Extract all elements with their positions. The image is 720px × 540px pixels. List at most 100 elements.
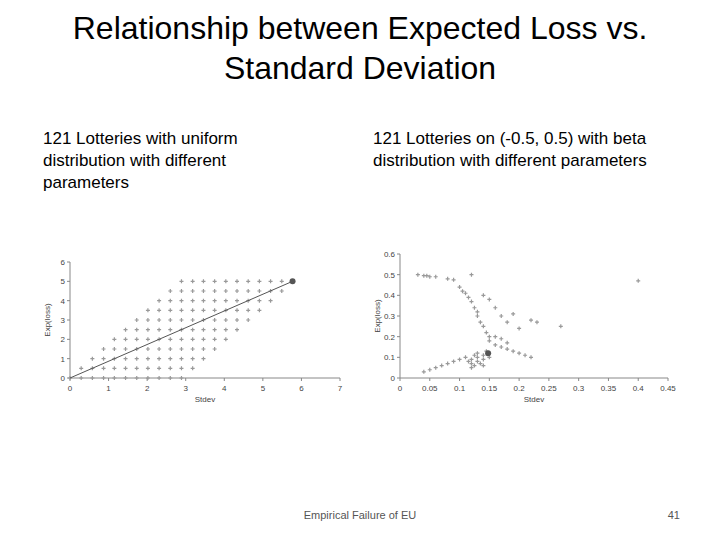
point xyxy=(179,357,183,361)
point xyxy=(529,355,533,359)
point xyxy=(464,355,468,359)
point xyxy=(235,328,239,332)
page-number: 41 xyxy=(640,509,680,521)
point xyxy=(466,359,470,363)
x-tick xyxy=(578,378,579,381)
y-tick-label: 3 xyxy=(61,316,66,325)
x-tick xyxy=(224,378,225,381)
point xyxy=(235,318,239,322)
point xyxy=(487,339,491,343)
x-tick-label: 3 xyxy=(183,384,188,393)
point xyxy=(484,331,488,335)
point xyxy=(179,337,183,341)
point xyxy=(179,279,183,283)
point xyxy=(191,337,195,341)
point xyxy=(201,328,205,332)
point xyxy=(257,279,261,283)
left-subtitle: 121 Lotteries with uniform distribution … xyxy=(43,128,305,194)
point xyxy=(179,299,183,303)
point xyxy=(280,289,284,293)
x-tick xyxy=(429,378,430,381)
point xyxy=(499,345,503,349)
point xyxy=(102,376,106,380)
y-tick xyxy=(67,262,70,263)
point xyxy=(124,357,128,361)
point xyxy=(213,308,217,312)
point xyxy=(493,343,497,347)
x-tick-label: 4 xyxy=(222,384,227,393)
point xyxy=(475,351,479,355)
point xyxy=(257,308,261,312)
y-tick xyxy=(397,254,400,255)
point xyxy=(428,275,432,279)
x-tick-label: 1 xyxy=(106,384,111,393)
x-tick-label: 0.05 xyxy=(422,384,438,393)
point xyxy=(191,366,195,370)
point xyxy=(487,297,491,301)
point xyxy=(124,347,128,351)
point xyxy=(213,337,217,341)
x-tick-label: 0.45 xyxy=(660,384,676,393)
point xyxy=(157,328,161,332)
point xyxy=(168,376,172,380)
point xyxy=(434,366,438,370)
point xyxy=(168,347,172,351)
point xyxy=(168,318,172,322)
x-tick-label: 5 xyxy=(261,384,266,393)
x-tick-label: 0.3 xyxy=(573,384,585,393)
point xyxy=(179,347,183,351)
point xyxy=(469,300,473,304)
chart-1: 00.050.10.150.20.250.30.350.40.4500.10.2… xyxy=(373,250,676,404)
x-tick xyxy=(185,378,186,381)
point xyxy=(416,273,420,277)
point xyxy=(434,275,438,279)
point xyxy=(224,279,228,283)
point xyxy=(146,308,150,312)
point xyxy=(481,353,485,357)
x-tick-label: 0.35 xyxy=(601,384,617,393)
point xyxy=(213,347,217,351)
point xyxy=(458,285,462,289)
line xyxy=(70,281,293,378)
point xyxy=(168,328,172,332)
point xyxy=(499,337,503,341)
point xyxy=(224,318,228,322)
point xyxy=(124,376,128,380)
point xyxy=(157,376,161,380)
point xyxy=(466,295,470,299)
point xyxy=(511,312,515,316)
x-axis xyxy=(70,378,340,379)
point xyxy=(485,350,491,356)
point xyxy=(112,347,116,351)
x-tick xyxy=(548,378,549,381)
point xyxy=(90,357,94,361)
x-axis xyxy=(400,378,668,379)
point xyxy=(517,326,521,330)
point xyxy=(102,357,106,361)
point xyxy=(124,366,128,370)
point xyxy=(469,366,473,370)
point xyxy=(179,308,183,312)
y-tick xyxy=(397,316,400,317)
point xyxy=(157,357,161,361)
point xyxy=(135,357,139,361)
plot-area xyxy=(68,278,296,380)
point xyxy=(517,351,521,355)
point xyxy=(481,364,485,368)
point xyxy=(559,324,563,328)
y-tick-label: 5 xyxy=(61,277,66,286)
point xyxy=(168,366,172,370)
point xyxy=(157,318,161,322)
point xyxy=(235,299,239,303)
point xyxy=(257,289,261,293)
y-tick xyxy=(67,320,70,321)
point xyxy=(213,328,217,332)
charts: 012345670123456StdevExp(loss)00.050.10.1… xyxy=(0,0,720,540)
point xyxy=(168,299,172,303)
x-axis-label: Stdev xyxy=(524,395,544,404)
point xyxy=(179,289,183,293)
point xyxy=(481,324,485,328)
y-tick-label: 0.3 xyxy=(384,312,396,321)
point xyxy=(224,299,228,303)
point xyxy=(179,366,183,370)
